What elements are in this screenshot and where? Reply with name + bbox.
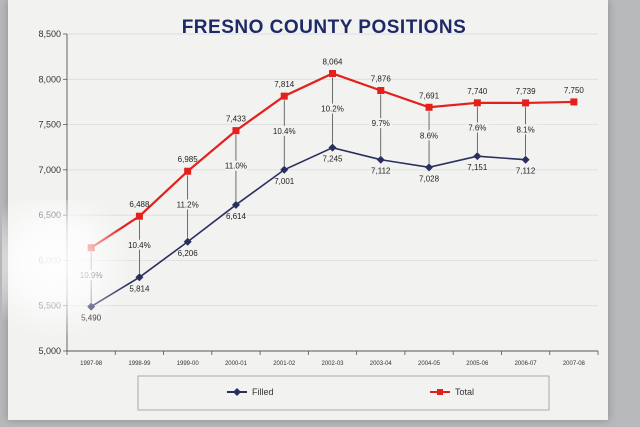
total-value-label: 6,985 xyxy=(178,155,199,164)
y-tick-label: 5,000 xyxy=(38,346,61,356)
total-point xyxy=(232,127,240,135)
percent-label: 10.9% xyxy=(80,271,103,280)
x-tick-label: 1997-98 xyxy=(80,361,103,367)
percent-label: 8.1% xyxy=(516,125,534,134)
percent-label-bg xyxy=(128,239,151,250)
percent-label: 9.7% xyxy=(372,119,390,128)
total-point xyxy=(425,103,433,111)
legend: Filled Total xyxy=(137,375,550,411)
x-tick-label: 1998-99 xyxy=(128,361,151,367)
x-tick-label: 2003-04 xyxy=(370,361,393,367)
x-tick-label: 2002-03 xyxy=(321,361,344,367)
filled-point xyxy=(328,143,337,152)
filled-point xyxy=(521,155,530,164)
series-line-filled xyxy=(90,146,526,308)
legend-box xyxy=(137,375,550,411)
filled-point xyxy=(231,200,240,209)
legend-filled-marker xyxy=(233,388,241,396)
total-value-label: 8,064 xyxy=(322,57,343,66)
x-tick-labels: 1997-98 1998-99 1999-00 2000-01 2001-02 2002-… xyxy=(80,361,585,367)
y-tick-label: 5,500 xyxy=(38,301,61,311)
percent-label-bg xyxy=(514,124,537,135)
filled-point xyxy=(280,165,289,174)
total-value-label: 7,740 xyxy=(467,87,488,96)
legend-total-marker xyxy=(437,389,443,395)
y-tick-label: 7,500 xyxy=(38,120,61,130)
filled-value-label: 6,614 xyxy=(226,212,247,221)
filled-value-label: 5,490 xyxy=(81,314,102,323)
chart-title: FRESNO COUNTY POSITIONS xyxy=(182,17,467,38)
percent-label-bg xyxy=(369,118,392,129)
chart-board: FRESNO COUNTY POSITIONS 5,000 5,500 6,000 6… xyxy=(2,0,608,420)
total-value-label: 7,691 xyxy=(419,91,440,100)
percent-label-bg xyxy=(273,125,296,136)
x-tick-label: 2001-02 xyxy=(273,361,296,367)
filled-value-label: 7,112 xyxy=(371,167,391,176)
total-value-label: 7,814 xyxy=(274,80,295,89)
total-point xyxy=(280,92,288,100)
x-tick-label: 2005-06 xyxy=(466,361,489,367)
total-value-label: 7,750 xyxy=(564,86,585,95)
total-value-label: 7,739 xyxy=(516,87,537,96)
percent-label: 11.0% xyxy=(225,162,247,171)
filled-point xyxy=(87,302,96,311)
percent-label: 10.4% xyxy=(128,241,151,250)
percent-label: 8.6% xyxy=(420,131,438,140)
data-labels: 10.9% 10.4% 11.2% 11.0% 10.4% 10.2% 9.7% 8.6% 7.… xyxy=(80,57,585,322)
x-tick-label: 2004-05 xyxy=(418,361,441,367)
percent-label: 11.2% xyxy=(177,200,199,209)
filled-value-label: 5,814 xyxy=(129,284,150,293)
filled-value-label: 7,001 xyxy=(274,177,295,186)
percent-label: 10.2% xyxy=(321,105,344,114)
total-point xyxy=(184,167,192,175)
percent-label-bg xyxy=(466,122,489,133)
total-value-label: 6,488 xyxy=(129,200,150,209)
filled-point xyxy=(183,237,192,246)
filled-value-label: 7,151 xyxy=(467,163,488,172)
total-point xyxy=(87,244,95,252)
legend-total-label: Total xyxy=(455,387,474,397)
y-tick-labels: 5,000 5,500 6,000 6,500 7,000 7,500 8,000 8,500 xyxy=(38,29,61,356)
filled-point xyxy=(376,155,385,164)
percent-label-bg xyxy=(418,130,441,141)
axes xyxy=(63,33,599,355)
filled-value-label: 6,206 xyxy=(178,249,199,258)
total-point xyxy=(377,87,385,95)
y-tick-label: 8,500 xyxy=(38,29,61,39)
gap-connectors xyxy=(80,77,537,303)
filled-point xyxy=(425,163,434,172)
percent-label-bg xyxy=(176,199,199,210)
total-point xyxy=(329,69,336,77)
x-tick-label: 2000-01 xyxy=(225,361,248,367)
legend-filled-label: Filled xyxy=(252,387,274,397)
y-tick-label: 7,000 xyxy=(38,165,61,175)
y-tick-label: 6,000 xyxy=(38,255,61,265)
positions-chart: FRESNO COUNTY POSITIONS 5,000 5,500 6,000 6… xyxy=(38,17,599,411)
total-point xyxy=(570,98,578,106)
total-point xyxy=(473,99,481,107)
filled-value-label: 7,112 xyxy=(516,167,536,176)
total-point xyxy=(522,99,530,107)
total-value-label: 7,433 xyxy=(226,115,247,124)
filled-value-label: 7,028 xyxy=(419,174,440,183)
percent-label-bg xyxy=(321,103,344,114)
x-tick-label: 2007-08 xyxy=(563,361,586,367)
total-point xyxy=(135,212,143,220)
total-value-label: 7,876 xyxy=(371,75,392,84)
x-tick-label: 2006-07 xyxy=(515,361,538,367)
filled-point xyxy=(135,273,144,282)
x-tick-label: 1999-00 xyxy=(177,361,200,367)
filled-value-label: 7,245 xyxy=(322,155,343,164)
percent-label: 7.6% xyxy=(468,124,486,133)
percent-label: 10.4% xyxy=(273,127,296,136)
percent-label-bg xyxy=(224,160,247,171)
y-tick-label: 6,500 xyxy=(38,210,61,220)
y-tick-label: 8,000 xyxy=(38,74,61,84)
filled-point xyxy=(473,152,482,161)
